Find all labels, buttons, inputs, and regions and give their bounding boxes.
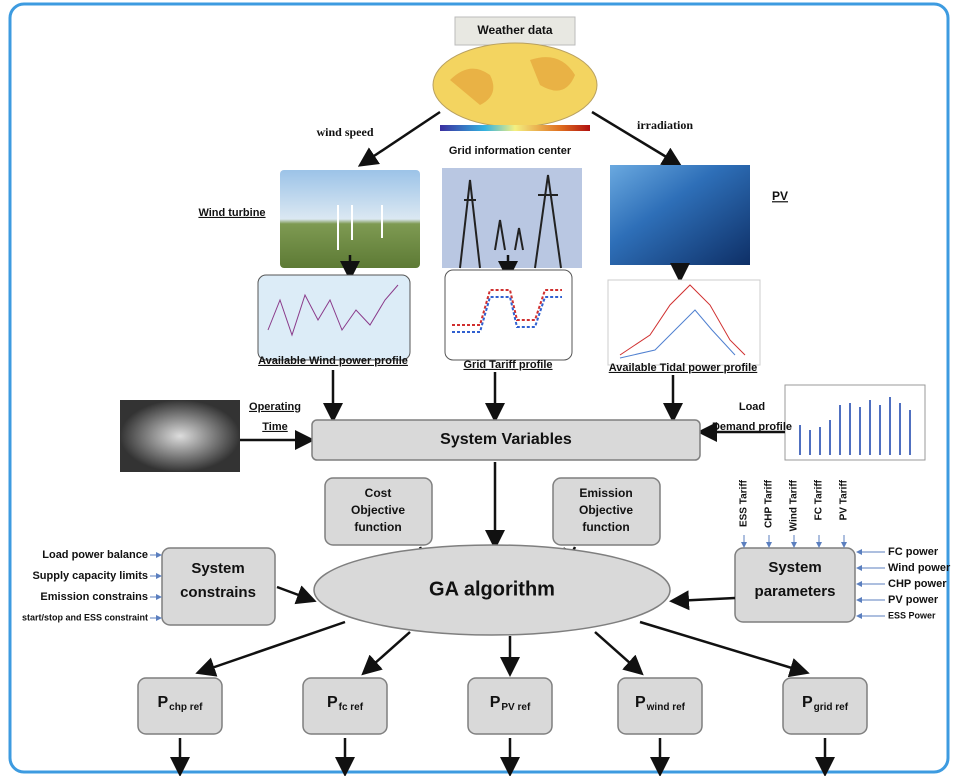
output-sub: wind ref [646,702,686,713]
constraint-input: start/stop and ESS constraint [22,612,148,622]
cost-box [324,477,433,546]
arrow [195,620,346,677]
arrow [361,631,411,676]
load-demand: Demand profile [712,421,792,433]
pv-label: PV [772,189,788,203]
output-sub: PV ref [501,702,531,713]
ga: GA algorithm [429,578,555,600]
arrow [591,110,683,167]
emission-objective: Emission [579,486,632,500]
constraint-input: Emission constrains [40,591,148,603]
operating-time: Operating [249,401,301,413]
wind-turbine-label: Wind turbine [198,207,265,219]
tidal-line [619,309,736,359]
globe-land [450,57,575,105]
wind-profile-line [267,284,399,337]
system-variables-box [311,419,701,461]
grid-center: Grid information center [449,145,572,157]
tariff: Wind Tariff [789,479,800,531]
irradiation-label: irradiation [637,118,693,132]
load-demand: Load [739,401,765,413]
cost-objective: Cost [365,486,392,500]
pv-image [610,165,750,265]
output-label: Pfc ref [327,694,364,712]
power-input: Wind power [888,562,951,574]
wind-speed-label: wind speed [316,125,373,139]
tidal-image [607,279,761,366]
system-constrains: constrains [180,584,256,601]
grid-image [442,168,582,268]
constraint-input: Load power balance [42,549,148,561]
wind-profile-image [257,274,411,361]
tariff-image [444,269,573,361]
system-variables: System Variables [440,431,572,448]
arrow [669,590,736,611]
operating-time: Time [262,421,287,433]
power-input: PV power [888,594,939,606]
output-label: Pchp ref [157,694,203,712]
output-label: Pwind ref [635,694,686,712]
emission-box [552,477,661,546]
output-main: P [802,694,813,711]
output-box [137,677,223,735]
profile-label: Available Wind power profile [258,355,408,367]
profile-label: Available Tidal power profile [609,362,758,374]
tariff: FC Tariff [814,479,825,520]
tariff: PV Tariff [839,479,850,520]
output-main: P [327,694,338,711]
output-label: Pgrid ref [802,694,849,712]
constrains-box [161,547,276,626]
output-sub: grid ref [814,702,849,713]
emission-objective: function [582,520,629,534]
output-box [302,677,388,735]
color-bar [440,125,590,131]
system-parameters: parameters [755,583,836,600]
arrow [276,585,317,605]
clock-image [120,400,240,472]
output-sub: fc ref [339,702,364,713]
output-main: P [157,694,168,711]
output-label: PPV ref [490,694,531,712]
tariff: ESS Tariff [739,479,750,527]
parameters-box [734,547,856,623]
tidal-line [619,284,746,356]
weather-title: Weather data [477,23,552,37]
power-input: FC power [888,546,939,558]
output-sub: chp ref [169,702,203,713]
arrow [639,620,810,678]
output-box [467,677,553,735]
frame [8,2,950,774]
power-input: ESS Power [888,610,936,620]
cost-objective: Objective [351,503,405,517]
arrow [357,110,441,167]
load-bars [799,397,911,455]
output-box [782,677,868,735]
system-constrains: System [191,560,244,577]
output-main: P [490,694,501,711]
arrow [594,631,644,676]
tariff: CHP Tariff [764,479,775,528]
wind-image [280,170,420,268]
output-main: P [635,694,646,711]
constraint-input: Supply capacity limits [32,570,148,582]
profile-label: Grid Tariff profile [463,359,552,371]
emission-objective: Objective [579,503,633,517]
system-parameters: System [768,559,821,576]
cost-objective: function [354,520,401,534]
load-image [784,384,926,461]
output-box [617,677,703,735]
power-input: CHP power [888,578,947,590]
